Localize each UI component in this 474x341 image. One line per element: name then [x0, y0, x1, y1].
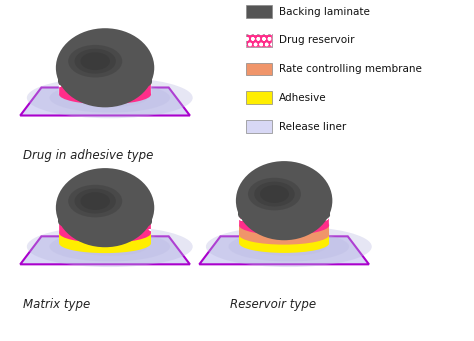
Polygon shape	[58, 74, 152, 82]
Ellipse shape	[58, 212, 152, 232]
Polygon shape	[239, 213, 329, 225]
Ellipse shape	[27, 77, 193, 118]
Ellipse shape	[59, 210, 151, 230]
Text: Matrix type: Matrix type	[23, 298, 90, 311]
Ellipse shape	[239, 225, 329, 244]
Ellipse shape	[56, 168, 154, 247]
Text: Drug reservoir: Drug reservoir	[279, 35, 355, 45]
Ellipse shape	[81, 192, 110, 210]
Ellipse shape	[228, 232, 349, 262]
Ellipse shape	[68, 185, 122, 218]
Ellipse shape	[49, 83, 170, 113]
Ellipse shape	[27, 226, 193, 267]
Ellipse shape	[59, 223, 151, 243]
Ellipse shape	[72, 237, 147, 256]
Polygon shape	[20, 88, 190, 116]
Polygon shape	[59, 80, 151, 94]
Ellipse shape	[59, 222, 151, 241]
Ellipse shape	[239, 234, 329, 253]
Polygon shape	[20, 236, 190, 264]
Ellipse shape	[81, 52, 110, 70]
Text: Adhesive: Adhesive	[279, 93, 327, 103]
Ellipse shape	[236, 161, 332, 240]
Ellipse shape	[251, 237, 327, 256]
Ellipse shape	[74, 189, 116, 213]
Ellipse shape	[206, 226, 372, 267]
Ellipse shape	[239, 214, 329, 234]
Bar	[246, 120, 273, 133]
Ellipse shape	[58, 72, 152, 92]
Polygon shape	[239, 224, 329, 235]
Text: Backing laminate: Backing laminate	[279, 6, 370, 16]
Ellipse shape	[239, 204, 329, 223]
Text: Release liner: Release liner	[279, 121, 346, 132]
Bar	[246, 34, 273, 47]
Text: Rate controlling membrane: Rate controlling membrane	[279, 64, 422, 74]
Ellipse shape	[72, 88, 147, 107]
Ellipse shape	[254, 182, 295, 207]
Text: Reservoir type: Reservoir type	[230, 298, 316, 311]
Ellipse shape	[248, 178, 301, 210]
Polygon shape	[59, 220, 151, 233]
Ellipse shape	[260, 185, 289, 203]
Ellipse shape	[238, 205, 330, 225]
Bar	[246, 63, 273, 75]
Polygon shape	[239, 234, 329, 243]
Ellipse shape	[56, 28, 154, 107]
Ellipse shape	[59, 70, 151, 90]
Ellipse shape	[59, 85, 151, 104]
Bar	[246, 91, 273, 104]
Polygon shape	[238, 207, 330, 215]
Ellipse shape	[49, 232, 170, 262]
Polygon shape	[58, 214, 152, 222]
Ellipse shape	[68, 45, 122, 77]
Text: Drug in adhesive type: Drug in adhesive type	[23, 149, 153, 162]
Polygon shape	[59, 232, 151, 243]
Ellipse shape	[74, 49, 116, 74]
Polygon shape	[199, 236, 369, 264]
Ellipse shape	[239, 224, 329, 243]
Bar	[246, 5, 273, 18]
Bar	[246, 34, 273, 47]
Ellipse shape	[59, 233, 151, 253]
Ellipse shape	[239, 216, 329, 235]
